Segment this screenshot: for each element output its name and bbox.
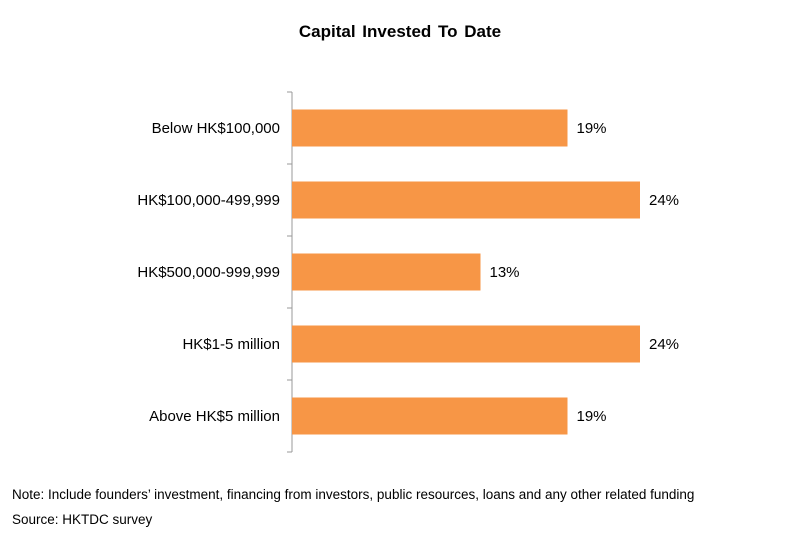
footnote: Note: Include founders’ investment, fina…	[12, 487, 695, 502]
category-label: Below HK$100,000	[152, 120, 280, 137]
bar	[292, 397, 568, 435]
bar	[292, 253, 481, 291]
value-label: 24%	[649, 336, 679, 353]
category-label: HK$100,000-499,999	[137, 192, 280, 209]
bar	[292, 109, 568, 147]
bar	[292, 325, 640, 363]
category-label: HK$1-5 million	[182, 336, 280, 353]
value-label: 13%	[490, 264, 520, 281]
value-label: 19%	[577, 408, 607, 425]
bar-chart: Below HK$100,000 19% HK$100,000-499,999 24%…	[137, 91, 679, 453]
value-label: 19%	[577, 120, 607, 137]
value-label: 24%	[649, 192, 679, 209]
chart-title: Capital Invested To Date	[298, 22, 502, 41]
bar	[292, 181, 640, 219]
source-note: Source: HKTDC survey	[12, 512, 153, 527]
category-label: Above HK$5 million	[149, 408, 280, 425]
category-label: HK$500,000-999,999	[137, 264, 280, 281]
